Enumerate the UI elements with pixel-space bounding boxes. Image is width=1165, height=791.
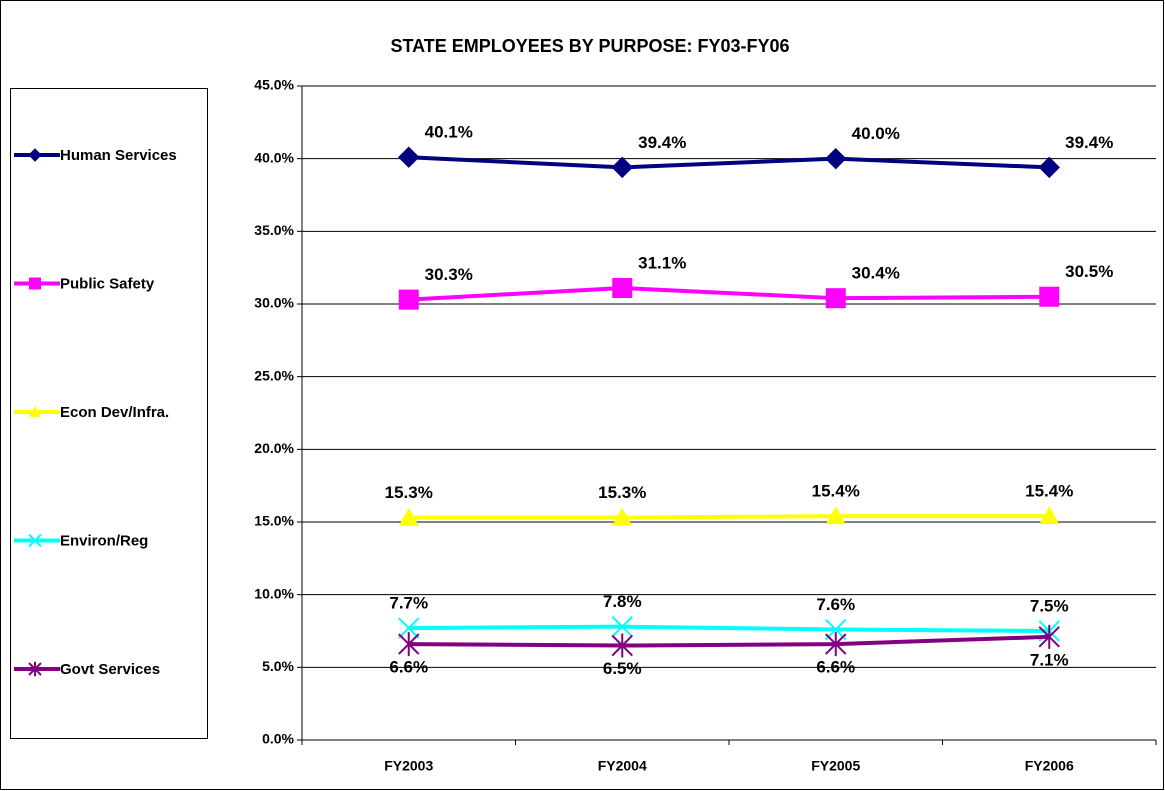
data-label: 7.7% (389, 594, 428, 613)
data-point (398, 632, 420, 657)
data-label: 7.6% (816, 595, 855, 614)
series-line (408, 624, 1050, 633)
legend-label: Environ/Reg (60, 532, 148, 549)
chart-title: STATE EMPLOYEES BY PURPOSE: FY03-FY06 (390, 36, 789, 56)
y-tick-label: 15.0% (254, 513, 294, 529)
y-tick-label: 25.0% (254, 367, 294, 383)
data-label: 7.1% (1030, 650, 1069, 669)
legend-marker (28, 661, 42, 677)
series-line (408, 514, 1050, 520)
legend-marker (29, 277, 41, 290)
legend-marker (29, 406, 41, 417)
data-point (825, 632, 847, 657)
data-point (1038, 624, 1060, 649)
data-point (825, 288, 846, 309)
data-point (1039, 506, 1060, 525)
y-tick-label: 40.0% (254, 149, 294, 165)
y-tick-label: 0.0% (262, 731, 294, 747)
series-line (408, 155, 1050, 170)
data-label: 6.5% (603, 659, 642, 678)
data-label: 39.4% (638, 133, 686, 152)
y-tick-label: 35.0% (254, 222, 294, 238)
y-tick-label: 45.0% (254, 77, 294, 93)
data-point (825, 506, 846, 525)
legend-label: Govt Services (60, 661, 160, 678)
x-tick-label: FY2006 (1025, 758, 1074, 774)
data-label: 30.4% (852, 264, 900, 283)
data-point (1039, 286, 1060, 307)
data-label: 40.1% (425, 123, 473, 142)
y-tick-label: 30.0% (254, 295, 294, 311)
data-point (612, 507, 633, 526)
legend-marker (28, 148, 42, 162)
x-tick-label: FY2003 (384, 758, 433, 774)
data-point (612, 278, 633, 299)
legend-marker (28, 533, 42, 548)
y-tick-label: 10.0% (254, 585, 294, 601)
data-point (398, 146, 420, 168)
data-point (398, 507, 419, 526)
data-point (611, 615, 633, 638)
data-point (611, 633, 633, 658)
data-label: 30.5% (1065, 262, 1113, 281)
data-label: 40.0% (852, 124, 900, 143)
series-line (408, 286, 1050, 302)
x-tick-label: FY2004 (598, 758, 647, 774)
x-tick-label: FY2005 (811, 758, 860, 774)
y-tick-label: 20.0% (254, 440, 294, 456)
data-label: 6.6% (816, 658, 855, 677)
y-tick-label: 5.0% (262, 658, 294, 674)
data-point (611, 156, 633, 179)
data-label: 7.5% (1030, 596, 1069, 615)
data-label: 30.3% (425, 265, 473, 284)
data-point (825, 147, 847, 170)
data-point (1038, 156, 1060, 179)
legend-label: Econ Dev/Infra. (60, 404, 169, 421)
data-point (398, 289, 419, 310)
data-label: 15.3% (385, 483, 433, 502)
series-line (408, 634, 1050, 648)
data-label: 7.8% (603, 592, 642, 611)
data-label: 6.6% (389, 658, 428, 677)
data-label: 15.4% (812, 482, 860, 501)
data-label: 15.4% (1025, 482, 1073, 501)
data-point (398, 617, 420, 639)
data-label: 31.1% (638, 253, 686, 272)
legend-label: Human Services (60, 147, 177, 164)
data-label: 15.3% (598, 483, 646, 502)
legend-label: Public Safety (60, 275, 155, 292)
data-label: 39.4% (1065, 133, 1113, 152)
